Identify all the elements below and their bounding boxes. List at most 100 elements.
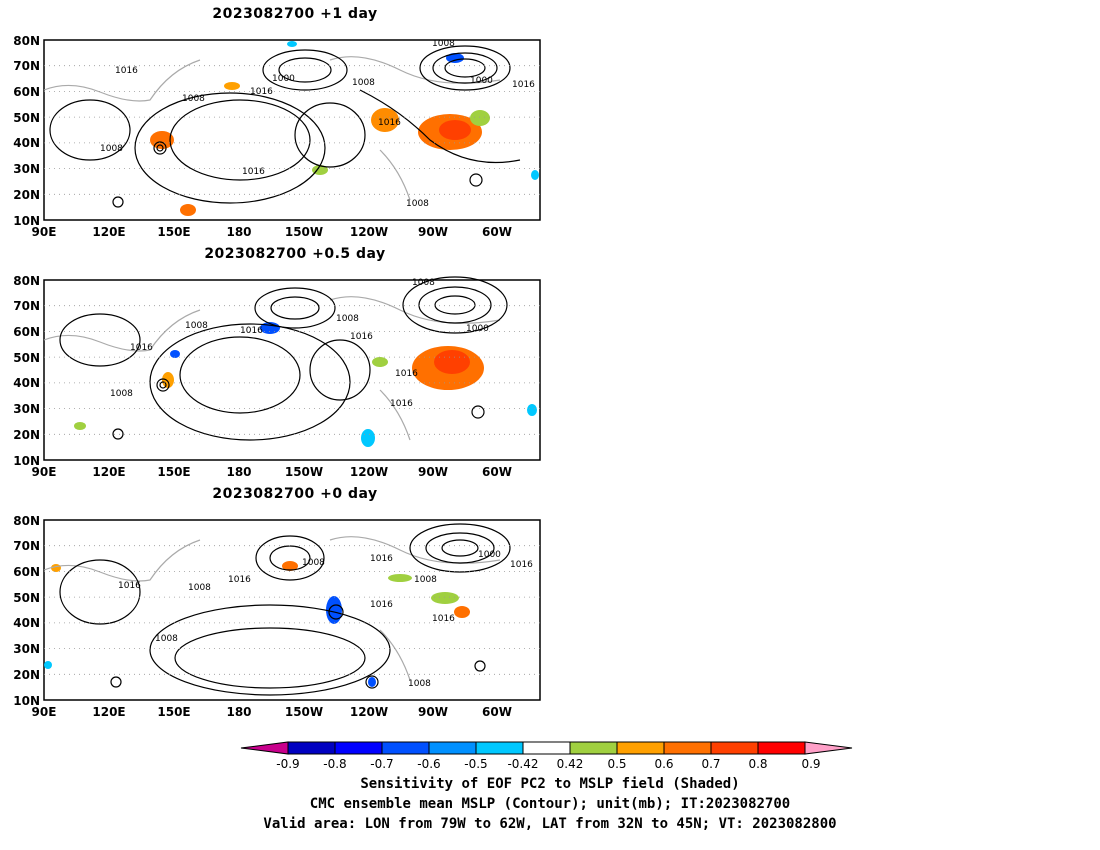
contour-label: 1008 xyxy=(414,575,437,585)
isobar-contour xyxy=(365,675,379,689)
map-panel-3: 1016 1008 1016 1008 1016 1016 1000 1016 … xyxy=(0,510,560,750)
lat-tick-label: 20N xyxy=(13,428,40,442)
contour-label: 1008 xyxy=(352,78,375,88)
map-panel-2: 1008 1016 1008 1016 1008 1016 1000 1016 … xyxy=(0,270,560,510)
lon-tick-label: 150W xyxy=(285,225,323,239)
lon-tick-label: 150E xyxy=(157,465,190,479)
sensitivity-positive xyxy=(180,204,196,216)
sensitivity-negative xyxy=(44,661,52,669)
isobar-contour xyxy=(270,296,320,320)
sensitivity-positive xyxy=(74,422,86,430)
contour-label: 1008 xyxy=(432,39,455,49)
lon-tick-label: 90W xyxy=(418,705,448,719)
isobar-contour xyxy=(409,523,511,573)
lat-tick-label: 40N xyxy=(13,136,40,150)
lon-tick-label: 60W xyxy=(482,705,512,719)
isobar-contour xyxy=(174,627,366,689)
lat-tick-label: 50N xyxy=(13,351,40,365)
sensitivity-negative xyxy=(446,53,464,63)
contour-label: 1016 xyxy=(378,118,401,128)
isobar-contour xyxy=(474,660,486,672)
sensitivity-positive xyxy=(162,372,174,388)
isobar-contour xyxy=(402,276,508,334)
isobar-contour xyxy=(359,89,521,163)
sensitivity-negative xyxy=(527,404,537,416)
contour-label: 1000 xyxy=(478,550,501,560)
sensitivity-positive xyxy=(439,120,471,140)
colorbar-swatch xyxy=(287,741,336,755)
contour-label: 1008 xyxy=(408,679,431,689)
isobar-contour xyxy=(471,405,485,419)
sensitivity-positive xyxy=(454,606,470,618)
colorbar-label: 0.7 xyxy=(701,757,720,770)
lon-tick-label: 150W xyxy=(285,465,323,479)
isobar-contour xyxy=(419,45,511,91)
contour-label: 1000 xyxy=(470,76,493,86)
isobar-contour xyxy=(328,604,344,620)
colorbar-swatch xyxy=(804,741,853,755)
colorbar-label: 0.5 xyxy=(607,757,626,770)
isobar-contour xyxy=(149,323,351,441)
map-svg-3: 1016 1008 1016 1008 1016 1016 1000 1016 … xyxy=(13,514,541,719)
lon-tick-label: 90W xyxy=(418,225,448,239)
colorbar-svg: -0.9 -0.8 -0.7 -0.6 -0.5 -0.42 0.42 0.5 … xyxy=(240,741,853,771)
contour-label: 1016 xyxy=(432,614,455,624)
colorbar-swatches xyxy=(240,741,853,755)
coastline xyxy=(43,296,501,441)
colorbar-labels: -0.9 -0.8 -0.7 -0.6 -0.5 -0.42 0.42 0.5 … xyxy=(276,757,820,771)
colorbar-swatch xyxy=(475,741,524,755)
isobar-contour xyxy=(159,381,167,389)
lat-tick-label: 10N xyxy=(13,454,40,468)
lon-tick-label: 90E xyxy=(32,465,57,479)
colorbar-swatch xyxy=(334,741,383,755)
colorbar-label: -0.5 xyxy=(464,757,487,770)
sensitivity-negative xyxy=(170,350,180,358)
colorbar-swatch xyxy=(381,741,430,755)
isobar-contour xyxy=(134,92,326,204)
sensitivity-positive xyxy=(371,108,399,132)
isobar-contour xyxy=(110,676,122,688)
lat-tick-label: 10N xyxy=(13,214,40,228)
sensitivity-negative xyxy=(531,170,539,180)
lon-tick-label: 180 xyxy=(226,465,251,479)
sensitivity-positive xyxy=(224,82,240,90)
contour-label: 1008 xyxy=(188,583,211,593)
isobar-contour xyxy=(309,339,371,401)
panel-1-title: 2023082700 +1 day xyxy=(212,6,378,22)
sensitivity-positive xyxy=(51,564,61,572)
contour-label: 1008 xyxy=(412,278,435,288)
isobar-contour xyxy=(434,295,476,315)
lon-tick-label: 150W xyxy=(285,705,323,719)
lat-tick-label: 10N xyxy=(13,694,40,708)
coastline xyxy=(43,536,501,681)
lat-tick-label: 80N xyxy=(13,274,40,288)
contour-label: 1008 xyxy=(406,199,429,209)
lat-tick-label: 80N xyxy=(13,514,40,528)
isobar-contour xyxy=(254,287,336,329)
contour-label: 1000 xyxy=(466,324,489,334)
lat-tick-label: 40N xyxy=(13,376,40,390)
contour-label: 1016 xyxy=(520,80,543,90)
isobar-contour xyxy=(294,102,366,168)
lat-tick-label: 70N xyxy=(13,299,40,313)
contour-label: 1016 xyxy=(242,167,265,177)
sensitivity-positive xyxy=(431,592,459,604)
colorbar-label: -0.7 xyxy=(370,757,393,770)
lon-tick-label: 150E xyxy=(157,705,190,719)
lat-tick-label: 50N xyxy=(13,591,40,605)
lon-tick-label: 120W xyxy=(350,225,388,239)
contour-label: 1016 xyxy=(250,87,273,97)
sensitivity-negative xyxy=(326,596,342,624)
lon-tick-label: 90E xyxy=(32,705,57,719)
sensitivity-negative xyxy=(361,429,375,447)
colorbar-swatch xyxy=(710,741,759,755)
colorbar-swatch xyxy=(757,741,806,755)
colorbar-label: 0.6 xyxy=(654,757,673,770)
contour-label: 1008 xyxy=(100,144,123,154)
caption-line-3: Valid area: LON from 79W to 62W, LAT fro… xyxy=(263,816,837,832)
lon-tick-label: 120W xyxy=(350,705,388,719)
lon-tick-label: 180 xyxy=(226,705,251,719)
colorbar-label: 0.42 xyxy=(557,757,584,770)
colorbar-swatch xyxy=(240,741,289,755)
isobar-contour xyxy=(432,52,498,84)
